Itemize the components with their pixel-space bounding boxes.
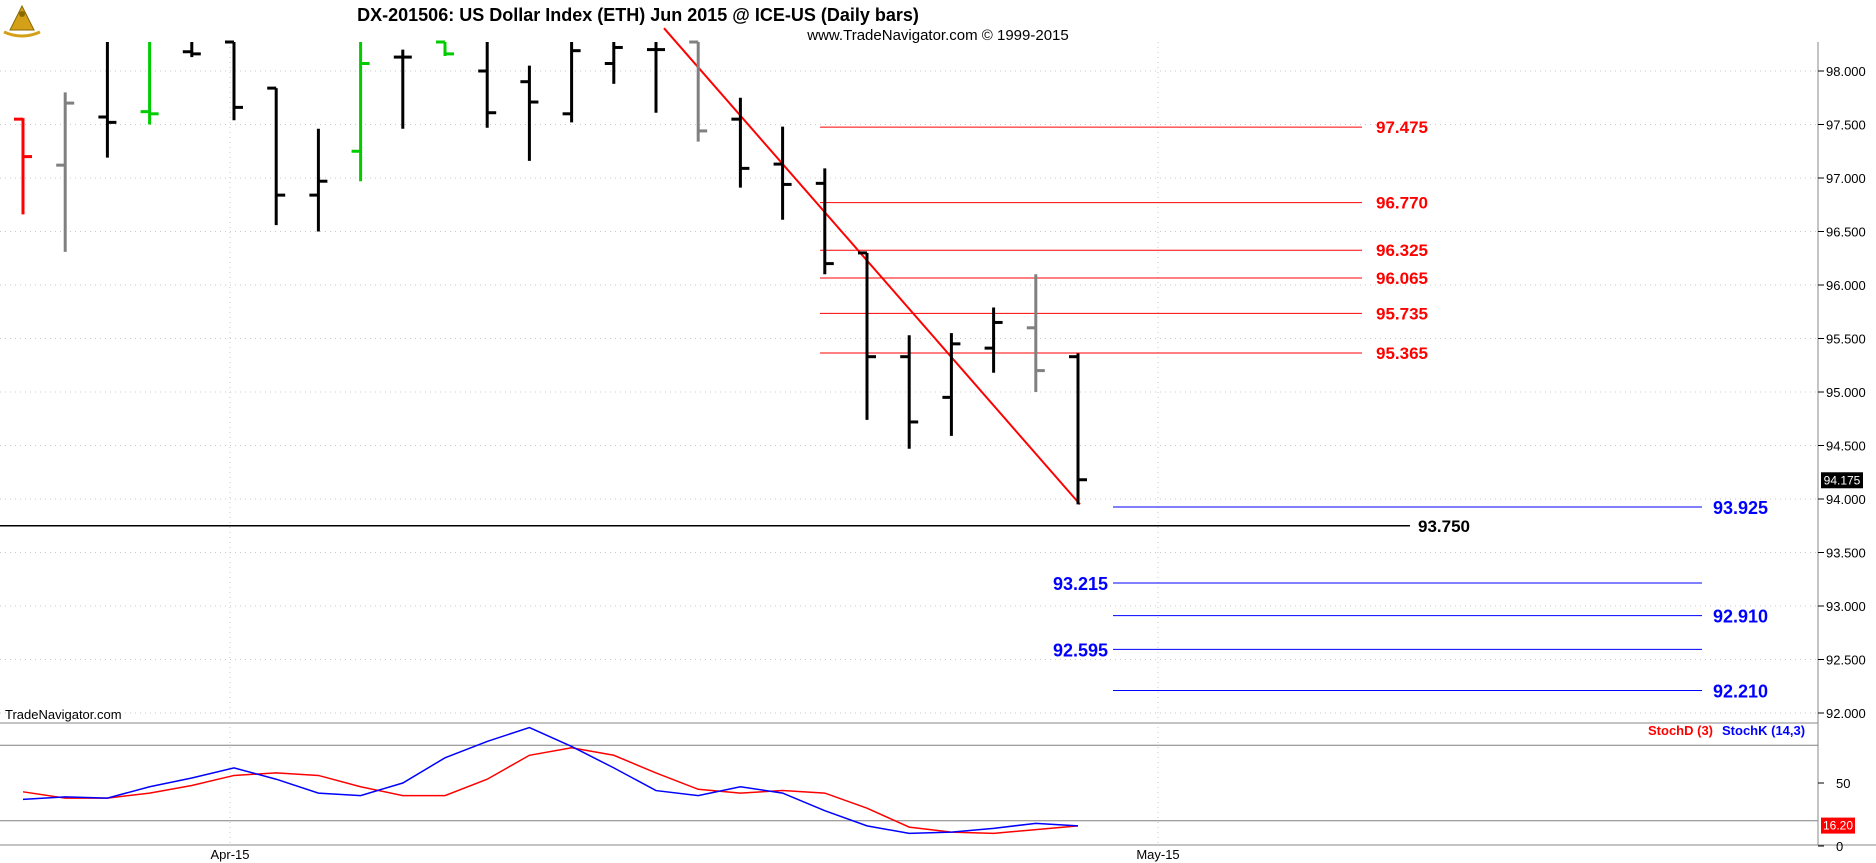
stoch-series-line: [22, 726, 1079, 835]
price-tick-label: 94.500: [1826, 439, 1866, 454]
price-tick-label: 95.500: [1826, 332, 1866, 347]
sextant-logo-icon: [3, 4, 41, 38]
price-tick-label: 92.000: [1826, 706, 1866, 721]
price-tick-label: 96.500: [1826, 225, 1866, 240]
fib-level-label: 96.325: [1376, 241, 1428, 260]
stoch-axis-ticks: 50 0: [1818, 776, 1850, 854]
stochastic-lines: [22, 726, 1079, 835]
fib-level-label: 92.910: [1713, 607, 1768, 627]
chart-title: DX-201506: US Dollar Index (ETH) Jun 201…: [357, 5, 919, 25]
fib-level-label: 96.065: [1376, 269, 1428, 288]
price-tick-label: 98.000: [1826, 64, 1866, 79]
stoch-tick-label: 0: [1836, 839, 1843, 854]
stoch-legend: StochD (3) StochK (14,3): [1648, 723, 1805, 738]
legend-stoch-k: StochK (14,3): [1722, 723, 1805, 738]
last-price-badge: 94.175: [1821, 472, 1863, 489]
stoch-series-line: [22, 746, 1079, 835]
price-tick-label: 96.000: [1826, 278, 1866, 293]
date-label: Apr-15: [210, 847, 249, 862]
fib-level-label: 93.925: [1713, 498, 1768, 518]
price-tick-label: 93.000: [1826, 599, 1866, 614]
logo: [3, 4, 41, 38]
price-bars: [14, 40, 1087, 505]
price-tick-label: 94.000: [1826, 492, 1866, 507]
chart-subtitle: www.TradeNavigator.com © 1999-2015: [806, 27, 1068, 44]
fib-level-label: 93.215: [1053, 574, 1108, 594]
fib-level-label: 96.770: [1376, 194, 1428, 213]
last-price-label: 94.175: [1824, 473, 1861, 487]
legend-stoch-d: StochD (3): [1648, 723, 1713, 738]
support-label: 93.750: [1418, 517, 1470, 536]
stoch-tick-label: 50: [1836, 776, 1850, 791]
fib-levels-down: 93.925 93.215 92.910 92.595 92.210: [1053, 498, 1768, 702]
fib-level-label: 95.365: [1376, 344, 1428, 363]
price-axis-ticks: 98.000 97.500 97.000 96.500 96.000 95.500 95.0…: [1818, 64, 1866, 721]
watermark: TradeNavigator.com: [5, 707, 122, 722]
stoch-last-label: 16.20: [1823, 819, 1853, 833]
fib-level-label: 97.475: [1376, 118, 1428, 137]
main-grid: [0, 42, 1818, 845]
support-level: 93.750: [0, 517, 1470, 536]
price-tick-label: 92.500: [1826, 653, 1866, 668]
fib-level-label: 95.735: [1376, 304, 1428, 323]
stoch-last-badge: 16.20: [1821, 817, 1855, 834]
fib-level-label: 92.210: [1713, 682, 1768, 702]
date-label: May-15: [1136, 847, 1179, 862]
price-tick-label: 93.500: [1826, 546, 1866, 561]
fib-levels-up: 97.475 96.770 96.325 96.065 95.735 95.365: [820, 118, 1428, 363]
date-axis-labels: Apr-15 May-15: [210, 847, 1179, 862]
price-tick-label: 97.500: [1826, 118, 1866, 133]
price-tick-label: 97.000: [1826, 171, 1866, 186]
trendline-segment: [663, 27, 1081, 506]
lower-grid: [0, 744, 1818, 822]
fib-level-label: 92.595: [1053, 640, 1108, 660]
trendline: [663, 27, 1081, 506]
price-tick-label: 95.000: [1826, 385, 1866, 400]
